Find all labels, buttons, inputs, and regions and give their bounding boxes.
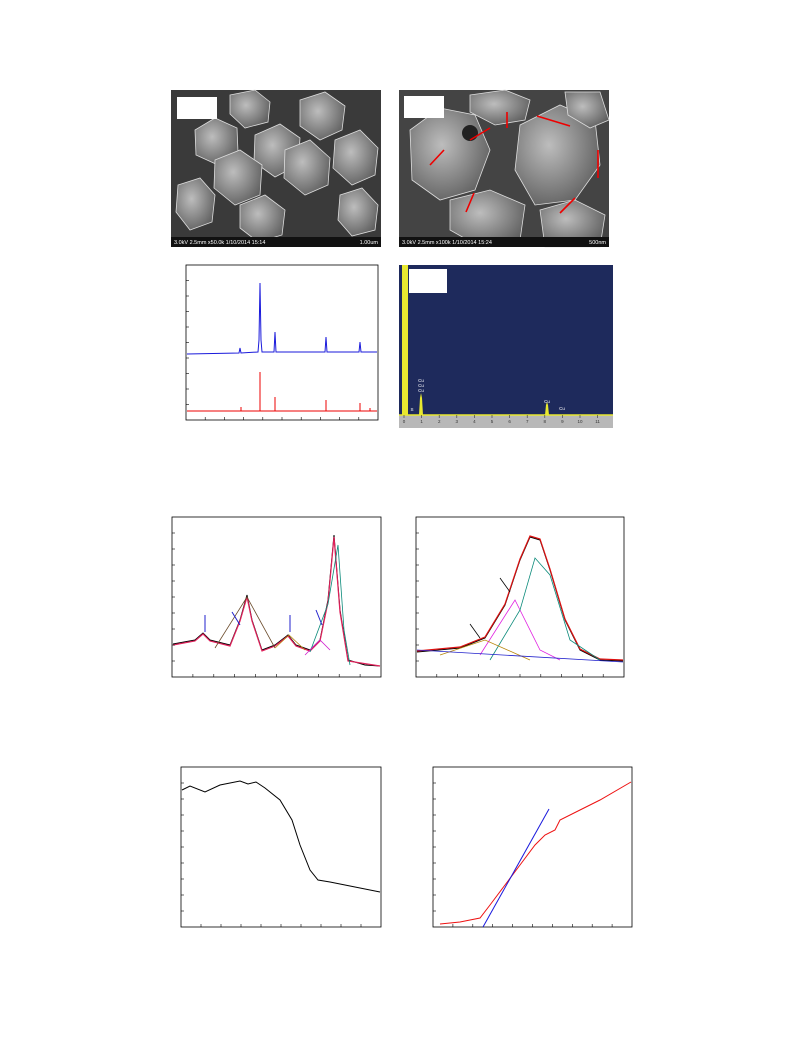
peak-label: Cu <box>418 383 424 388</box>
axis-label: 6 <box>508 419 511 424</box>
absorbance-panel <box>180 766 382 928</box>
peak-label: S <box>410 407 413 412</box>
axis-label: 8 <box>544 419 547 424</box>
xrd-panel <box>185 264 379 421</box>
sem-info: 3.0kV 2.5mm x50.0k 1/10/2014 15:14 <box>174 240 265 246</box>
sem-scale: 500nm <box>589 240 606 246</box>
axis-label: 0 <box>403 419 406 424</box>
xps-left <box>171 516 382 678</box>
peak-label: Cu <box>559 406 565 411</box>
sem-info: 3.0kV 2.5mm x100k 1/10/2014 15:24 <box>402 240 492 246</box>
axis-label: 10 <box>577 419 583 424</box>
axis-label: 9 <box>561 419 564 424</box>
peak-label: Cu <box>418 378 424 383</box>
axis-label: 2 <box>438 419 441 424</box>
sem-right: 3.0kV 2.5mm x100k 1/10/2014 15:24 500nm <box>399 89 610 248</box>
peak-label: Cu <box>418 388 424 393</box>
eds-panel <box>399 265 613 428</box>
sem-left: 3.0kV 2.5mm x50.0k 1/10/2014 15:14 1.00u… <box>171 89 381 247</box>
peak-label: Cu <box>544 399 550 404</box>
axis-label: 7 <box>526 419 529 424</box>
axis-label: 3 <box>456 419 459 424</box>
axis-label: 11 <box>595 419 600 424</box>
axis-label: 1 <box>420 419 423 424</box>
axis-label: 4 <box>473 419 476 424</box>
sem-scale: 1.00um <box>360 240 379 246</box>
axis-label: 5 <box>491 419 494 424</box>
xps-right <box>415 516 625 678</box>
tauc-panel <box>432 766 633 928</box>
